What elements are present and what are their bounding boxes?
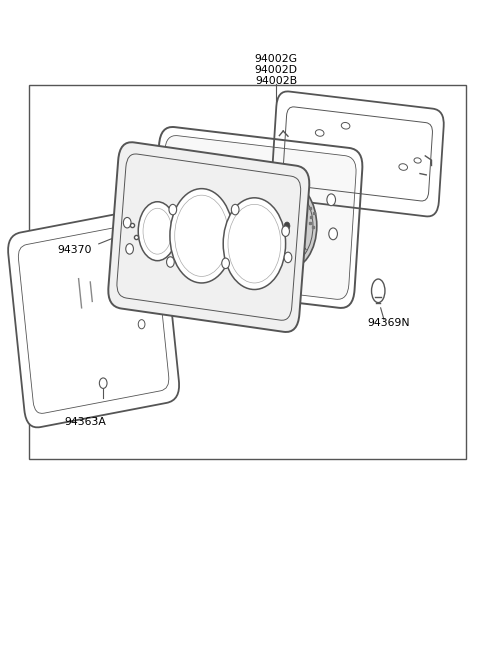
Text: 94369N: 94369N xyxy=(368,318,410,328)
Ellipse shape xyxy=(167,192,175,204)
Ellipse shape xyxy=(177,173,234,257)
Text: 94363A: 94363A xyxy=(64,417,107,427)
Text: 94002B: 94002B xyxy=(255,76,297,86)
Text: 94002D: 94002D xyxy=(254,65,298,75)
Ellipse shape xyxy=(282,226,289,236)
Ellipse shape xyxy=(164,227,172,238)
FancyBboxPatch shape xyxy=(8,208,179,427)
Ellipse shape xyxy=(264,178,273,189)
Text: 94002G: 94002G xyxy=(254,54,298,64)
Ellipse shape xyxy=(173,168,238,262)
Ellipse shape xyxy=(99,378,107,388)
Ellipse shape xyxy=(231,236,240,248)
FancyBboxPatch shape xyxy=(108,142,309,332)
Ellipse shape xyxy=(203,211,208,219)
Ellipse shape xyxy=(230,208,252,237)
Ellipse shape xyxy=(257,182,317,270)
Ellipse shape xyxy=(231,204,239,215)
Ellipse shape xyxy=(167,257,174,267)
Ellipse shape xyxy=(202,178,211,189)
Ellipse shape xyxy=(234,214,248,232)
Ellipse shape xyxy=(264,235,273,247)
Text: 94370: 94370 xyxy=(57,245,92,255)
Ellipse shape xyxy=(372,279,385,303)
Ellipse shape xyxy=(234,197,248,215)
Ellipse shape xyxy=(223,198,286,290)
Bar xyxy=(29,85,466,458)
FancyBboxPatch shape xyxy=(157,136,356,299)
Ellipse shape xyxy=(138,320,145,329)
Ellipse shape xyxy=(284,222,290,230)
Ellipse shape xyxy=(329,228,337,240)
Ellipse shape xyxy=(327,194,336,206)
Ellipse shape xyxy=(222,258,229,269)
Ellipse shape xyxy=(123,217,131,228)
Ellipse shape xyxy=(230,192,252,221)
Ellipse shape xyxy=(138,202,177,261)
Ellipse shape xyxy=(261,187,313,265)
Ellipse shape xyxy=(169,204,177,215)
Ellipse shape xyxy=(284,252,292,263)
Ellipse shape xyxy=(170,189,233,283)
Ellipse shape xyxy=(126,244,133,254)
